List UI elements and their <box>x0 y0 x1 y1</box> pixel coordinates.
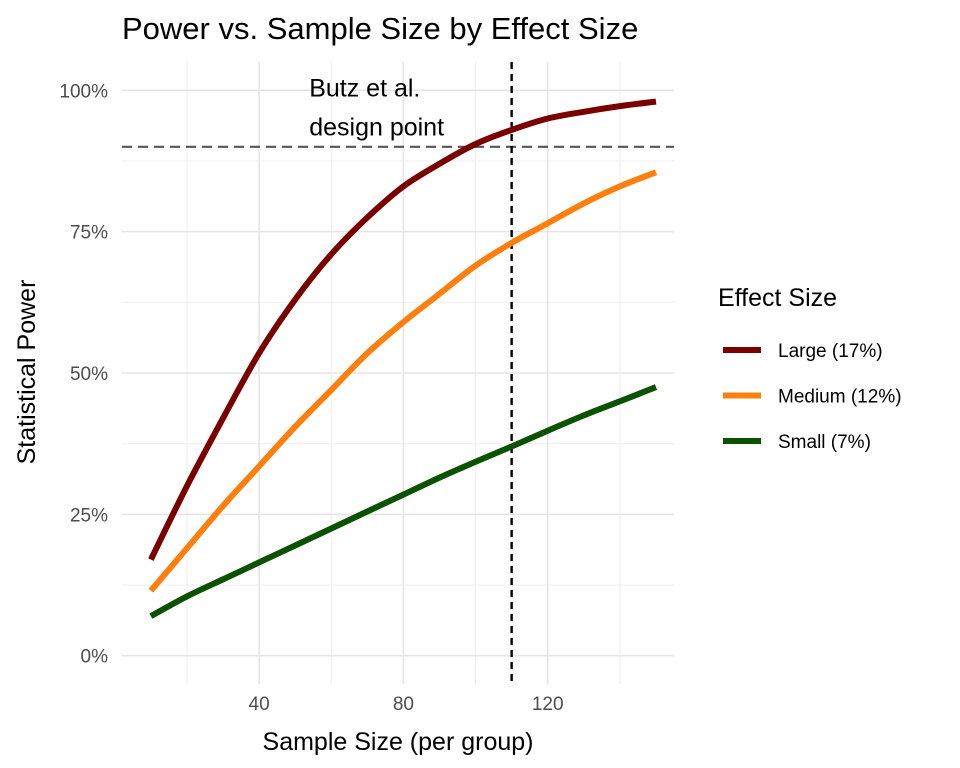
y-tick-label-1: 25% <box>70 505 108 526</box>
y-axis-title: Statistical Power <box>13 280 41 465</box>
y-tick-label-3: 75% <box>70 223 108 244</box>
y-tick-label-2: 50% <box>70 364 108 385</box>
series-line-0 <box>148 98 657 561</box>
y-tick-label-0: 0% <box>81 647 109 668</box>
plot-area <box>122 62 674 684</box>
design-point-annotation: Butz et al. design point <box>309 74 444 141</box>
legend-label-0: Large (17%) <box>778 341 883 362</box>
series-line-2 <box>149 384 658 619</box>
grid-major-y <box>122 89 674 657</box>
reference-lines <box>122 62 674 684</box>
y-tick-labels: 0% 25% 50% 75% 100% <box>59 81 108 667</box>
legend: Effect Size Large (17%) Medium (12%) Small… <box>718 284 902 453</box>
legend-items: Large (17%) Medium (12%) Small (7%) <box>723 341 902 453</box>
legend-label-2: Small (7%) <box>778 432 871 453</box>
series-lines <box>148 98 658 619</box>
x-tick-label-1: 80 <box>393 694 414 715</box>
x-tick-labels: 40 80 120 <box>249 694 564 715</box>
y-tick-label-4: 100% <box>59 81 108 102</box>
annotation-line-1: Butz et al. <box>309 74 420 102</box>
series-line-1 <box>148 169 658 593</box>
legend-label-1: Medium (12%) <box>778 387 902 408</box>
x-tick-label-2: 120 <box>532 694 564 715</box>
chart-title: Power vs. Sample Size by Effect Size <box>122 11 638 46</box>
legend-title: Effect Size <box>718 284 837 312</box>
annotation-line-2: design point <box>309 113 444 141</box>
x-tick-label-0: 40 <box>249 694 270 715</box>
x-axis-title: Sample Size (per group) <box>263 728 534 756</box>
